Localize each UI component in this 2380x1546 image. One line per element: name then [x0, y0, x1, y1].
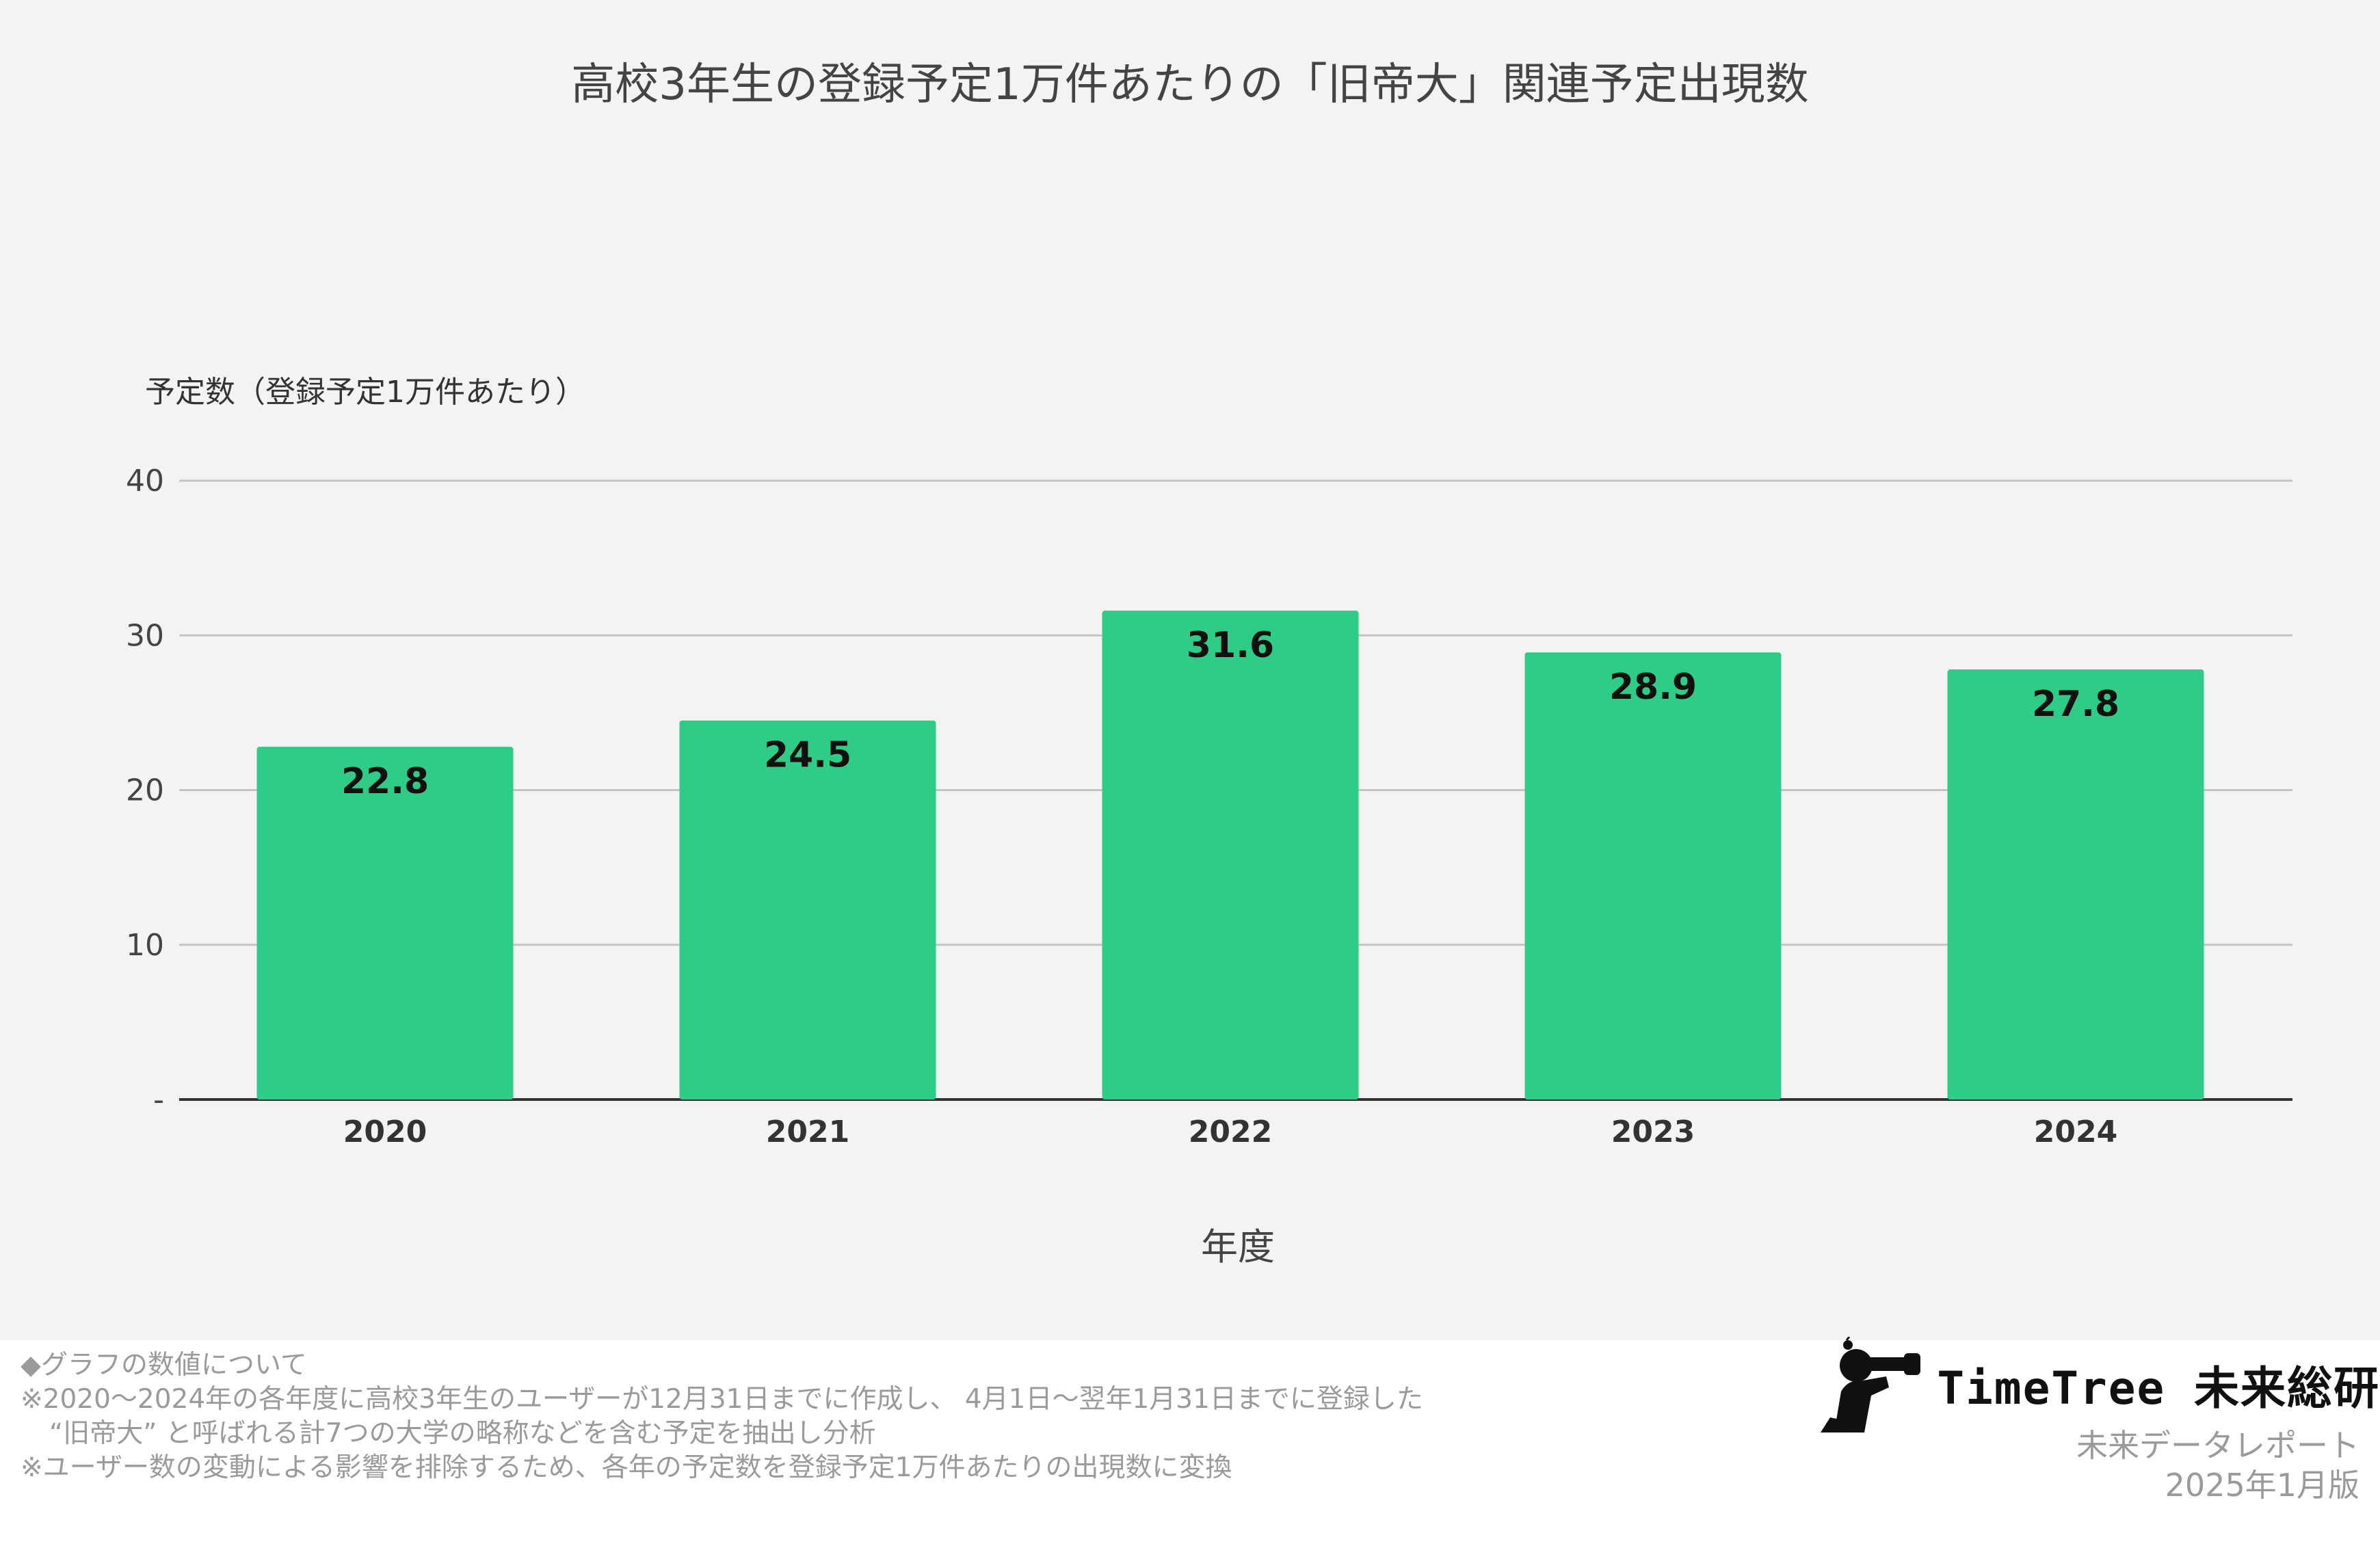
- bar: [679, 720, 936, 1099]
- x-tick-label: 2021: [766, 1115, 849, 1149]
- footnote-heading: ◆グラフの数値について: [21, 1350, 307, 1381]
- chart-title: 高校3年生の登録予定1万件あたりの「旧帝大」関連予定出現数: [571, 59, 1808, 110]
- brand-block: TimeTree 未来総研 未来データレポート 2025年1月版: [1821, 1337, 2380, 1535]
- y-tick-label: 20: [126, 773, 164, 808]
- brand-logo: TimeTree 未来総研: [1821, 1337, 2380, 1432]
- x-tick-label: 2023: [1611, 1115, 1695, 1149]
- x-tick-label: 2020: [343, 1115, 427, 1149]
- bar: [1947, 669, 2204, 1099]
- bar: [256, 747, 514, 1099]
- x-axis-title: 年度: [1201, 1225, 1275, 1268]
- data-label: 24.5: [764, 735, 851, 776]
- bar-chart: 高校3年生の登録予定1万件あたりの「旧帝大」関連予定出現数 予定数（登録予定1万…: [126, 59, 2292, 1268]
- bar: [1102, 611, 1359, 1099]
- y-tick-label: 40: [126, 464, 164, 498]
- footnotes: ◆グラフの数値について ※2020～2024年の各年度に高校3年生のユーザーが1…: [21, 1348, 1594, 1485]
- data-label: 28.9: [1609, 667, 1697, 708]
- y-tick-label: -: [153, 1082, 164, 1117]
- data-label: 27.8: [2032, 684, 2119, 725]
- brand-name: TimeTree 未来総研: [1937, 1362, 2380, 1415]
- y-axis-title: 予定数（登録予定1万件あたり）: [145, 375, 585, 410]
- x-tick-label: 2024: [2034, 1115, 2117, 1149]
- y-tick-label: 30: [126, 618, 164, 653]
- chart-panel: 高校3年生の登録予定1万件あたりの「旧帝大」関連予定出現数 予定数（登録予定1万…: [0, 0, 2380, 1340]
- binoculars-person-icon: [1821, 1337, 1921, 1432]
- footnote-line: “旧帝大” と呼ばれる計7つの大学の略称などを含む予定を抽出し分析: [49, 1418, 876, 1449]
- report-edition: 2025年1月版: [2165, 1467, 2359, 1504]
- data-label: 31.6: [1187, 625, 1274, 666]
- y-tick-label: 10: [126, 928, 164, 963]
- data-label: 22.8: [341, 761, 429, 802]
- footnote-line: ※2020～2024年の各年度に高校3年生のユーザーが12月31日までに作成し、…: [21, 1384, 1423, 1415]
- bar: [1524, 652, 1782, 1099]
- footnote-line: ※ユーザー数の変動による影響を排除するため、各年の予定数を登録予定1万件あたりの…: [21, 1452, 1232, 1483]
- x-tick-label: 2022: [1189, 1115, 1272, 1149]
- report-name: 未来データレポート: [2076, 1427, 2359, 1464]
